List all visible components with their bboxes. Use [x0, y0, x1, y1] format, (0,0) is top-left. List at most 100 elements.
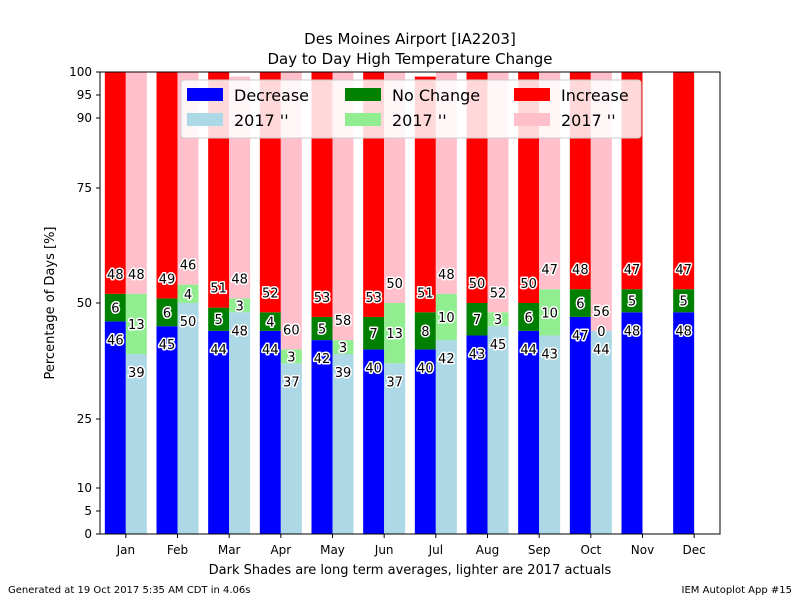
data-label: 6 [576, 297, 584, 312]
data-label: 6 [163, 306, 171, 321]
data-label: 48 [572, 263, 589, 278]
x-tick-label: Sep [528, 543, 551, 557]
legend-swatch [514, 88, 550, 101]
data-label: 50 [386, 277, 403, 292]
legend-swatch [514, 113, 550, 126]
x-tick-label: Apr [270, 543, 291, 557]
y2017-decrease-bar [125, 354, 147, 534]
x-tick-label: May [320, 543, 345, 557]
data-label: 42 [438, 352, 455, 367]
data-label: 45 [159, 338, 176, 353]
data-label: 3 [287, 350, 295, 365]
y-tick-label: 100 [69, 65, 92, 79]
data-label: 52 [490, 286, 507, 301]
y2017-increase-bar [125, 72, 147, 294]
data-label: 48 [231, 272, 248, 287]
avg-increase-bar [104, 72, 126, 294]
data-label: 47 [624, 263, 641, 278]
data-label: 47 [541, 263, 558, 278]
y2017-no-change-bar [280, 349, 302, 364]
x-tick-label: Oct [580, 543, 601, 557]
legend-swatch [187, 88, 223, 101]
x-tick-label: Aug [476, 543, 499, 557]
generated-timestamp: Generated at 19 Oct 2017 5:35 AM CDT in … [8, 585, 251, 596]
data-label: 46 [180, 259, 197, 274]
y2017-no-change-bar [332, 340, 354, 355]
y-tick-label: 90 [77, 111, 92, 125]
y2017-no-change-bar [229, 298, 251, 313]
data-label: 40 [417, 361, 434, 376]
x-tick-label: Jun [374, 543, 394, 557]
y2017-decrease-bar [229, 312, 251, 534]
data-label: 50 [180, 315, 197, 330]
x-axis-label: Dark Shades are long term averages, ligh… [209, 563, 612, 578]
data-label: 53 [365, 291, 382, 306]
data-label: 49 [159, 272, 176, 287]
avg-no-change-bar [311, 316, 333, 341]
y2017-no-change-bar [125, 293, 147, 355]
y2017-increase-bar [280, 72, 302, 350]
data-label: 37 [386, 375, 403, 390]
data-label: 50 [469, 277, 486, 292]
data-label: 56 [593, 305, 610, 320]
avg-decrease-bar [311, 340, 333, 534]
legend-swatch [345, 88, 381, 101]
avg-no-change-bar [156, 298, 178, 327]
y2017-decrease-bar [487, 326, 509, 534]
data-label: 8 [421, 325, 429, 340]
y2017-decrease-bar [590, 330, 612, 534]
y2017-decrease-bar [435, 340, 457, 534]
avg-no-change-bar [518, 303, 540, 331]
data-label: 47 [675, 263, 692, 278]
data-label: 44 [210, 343, 227, 358]
y2017-no-change-bar [539, 289, 561, 336]
data-label: 6 [111, 302, 119, 317]
avg-decrease-bar [673, 312, 695, 534]
x-tick-label: Feb [167, 543, 188, 557]
data-label: 4 [266, 316, 274, 331]
y-tick-label: 5 [84, 504, 92, 518]
y2017-increase-bar [332, 72, 354, 341]
data-label: 5 [215, 313, 223, 328]
x-tick-label: Mar [218, 543, 241, 557]
avg-increase-bar [156, 72, 178, 299]
data-label: 42 [314, 352, 331, 367]
data-label: 43 [541, 347, 558, 362]
y2017-decrease-bar [384, 363, 406, 534]
avg-decrease-bar [208, 330, 230, 534]
data-label: 13 [386, 327, 403, 342]
y-tick-label: 0 [84, 527, 92, 541]
avg-decrease-bar [621, 312, 643, 534]
y2017-no-change-bar [487, 312, 509, 327]
y2017-no-change-bar [177, 284, 199, 303]
avg-decrease-bar [569, 316, 591, 534]
data-label: 40 [365, 361, 382, 376]
avg-no-change-bar [466, 303, 488, 336]
avg-no-change-bar [208, 307, 230, 331]
data-label: 3 [236, 299, 244, 314]
data-label: 44 [593, 343, 610, 358]
x-tick-label: Jan [116, 543, 136, 557]
app-credit: IEM Autoplot App #15 [681, 585, 792, 596]
y-tick-label: 95 [77, 88, 92, 102]
data-label: 10 [438, 311, 455, 326]
data-label: 39 [128, 366, 145, 381]
legend-label: 2017 '' [234, 111, 289, 130]
data-label: 5 [628, 295, 636, 310]
avg-no-change-bar [569, 289, 591, 317]
y2017-no-change-bar [435, 293, 457, 341]
data-label: 48 [231, 324, 248, 339]
data-label: 4 [184, 288, 192, 303]
avg-decrease-bar [518, 330, 540, 534]
x-tick-label: Jul [428, 543, 443, 557]
data-label: 58 [335, 314, 352, 329]
legend-label: Decrease [234, 86, 309, 105]
avg-decrease-bar [363, 349, 385, 534]
data-label: 48 [624, 324, 641, 339]
data-label: 50 [520, 277, 537, 292]
data-label: 46 [107, 334, 124, 349]
data-label: 13 [128, 318, 145, 333]
avg-no-change-bar [363, 316, 385, 350]
data-label: 60 [283, 323, 300, 338]
data-label: 3 [339, 341, 347, 356]
